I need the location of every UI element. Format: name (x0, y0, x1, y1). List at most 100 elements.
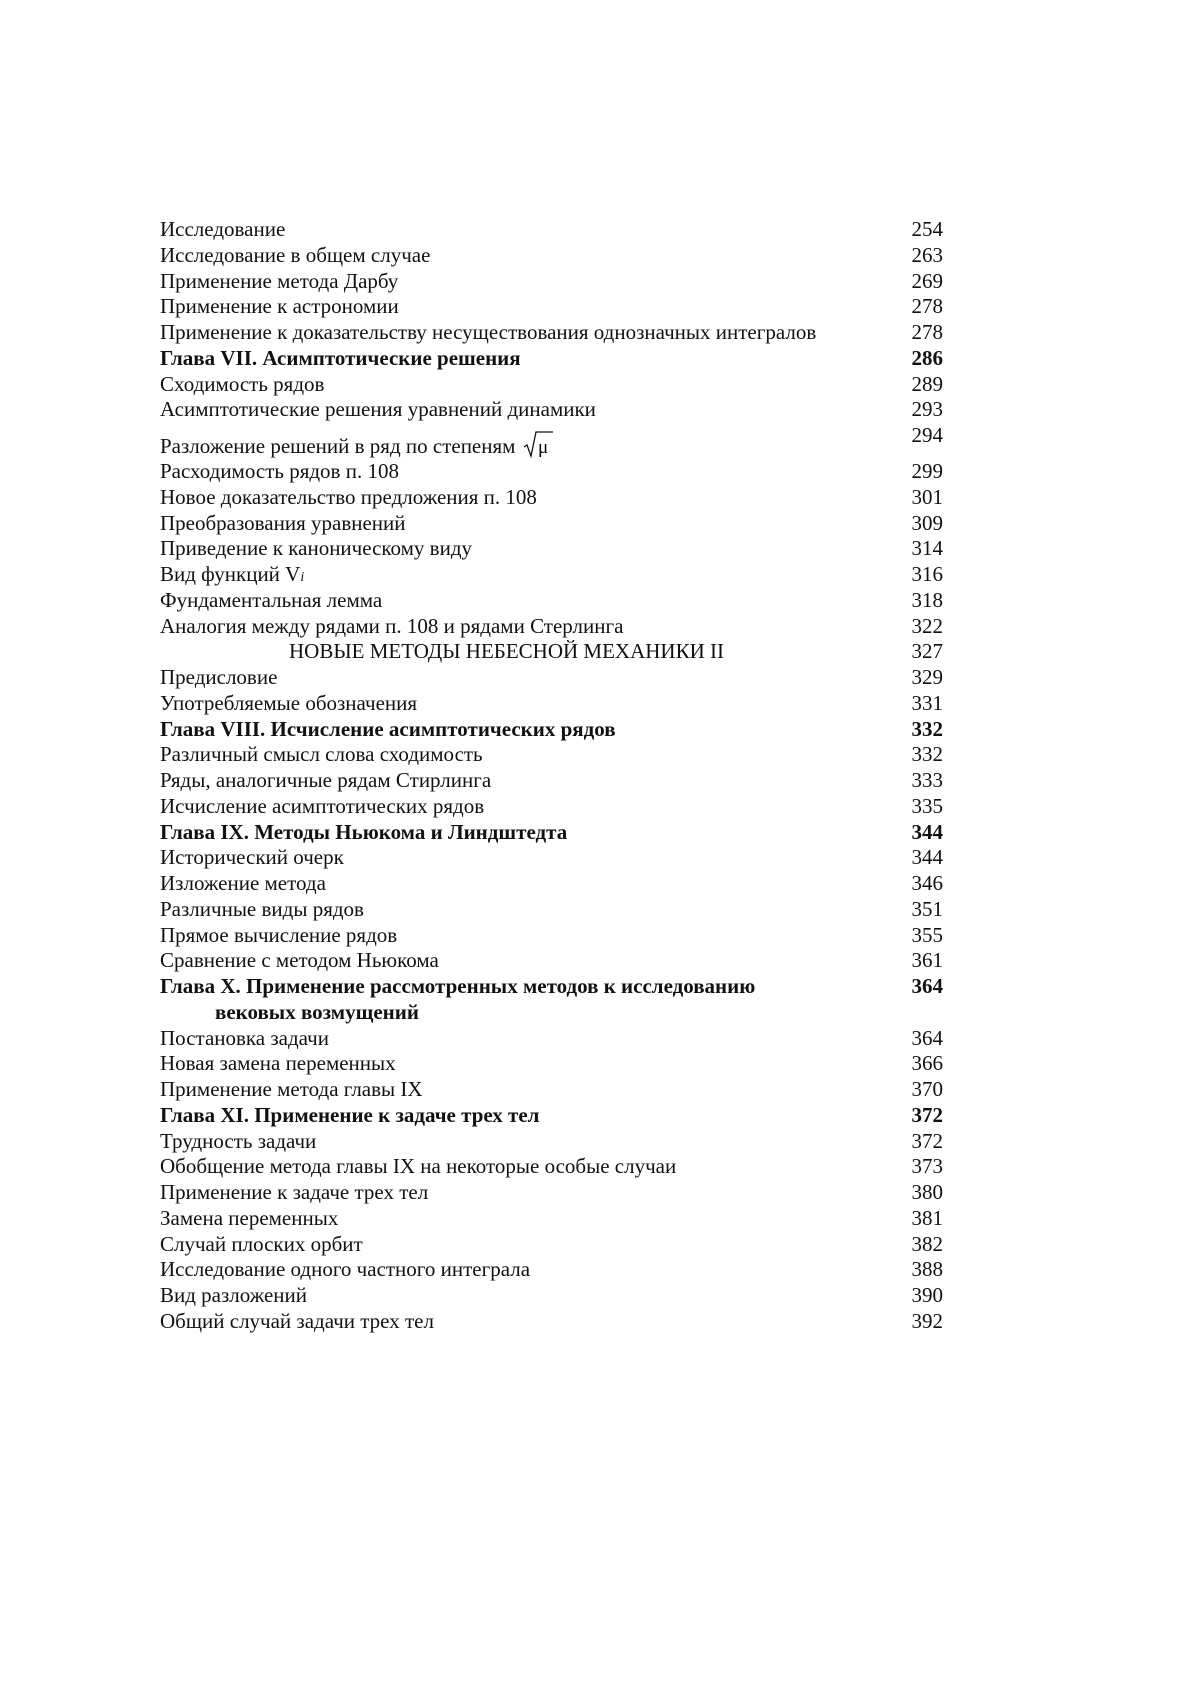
entry-title-text: Преобразования уравнений (160, 511, 406, 535)
entry-title-text: Новая замена переменных (160, 1051, 396, 1075)
page-number: 309 (912, 511, 944, 537)
entry-title-text: Применение к астрономии (160, 294, 399, 318)
entry-title: Вид функций Vi (160, 562, 304, 586)
page-number: 316 (912, 562, 944, 588)
entry-title: Приведение к каноническому виду (160, 536, 472, 560)
entry-title-text: Изложение метода (160, 871, 326, 895)
entry-title-text: Приведение к каноническому виду (160, 536, 472, 560)
entry-title: Исследование (160, 217, 285, 241)
toc-chapter-entry: Глава XI. Применение к задаче трех тел37… (160, 1103, 943, 1129)
page-number: 351 (912, 897, 944, 923)
toc-entry: Разложение решений в ряд по степенямμ294 (160, 423, 943, 459)
toc-entry: Различные виды рядов 351 (160, 897, 943, 923)
entry-title: Постановка задачи (160, 1026, 329, 1050)
toc-chapter-entry: Глава X. Применение рассмотренных методо… (160, 974, 943, 1000)
page-number: 269 (912, 269, 944, 295)
page-number: 390 (912, 1283, 944, 1309)
entry-title-text: Общий случай задачи трех тел (160, 1309, 434, 1333)
toc-entry: Асимптотические решения уравнений динами… (160, 397, 943, 423)
page-number: 372 (912, 1129, 944, 1155)
entry-title: Обобщение метода главы IX на некоторые о… (160, 1154, 676, 1178)
entry-title-text: Исследование (160, 217, 285, 241)
page-number: 382 (912, 1232, 944, 1258)
page-number: 335 (912, 794, 944, 820)
entry-title: Новая замена переменных (160, 1051, 396, 1075)
page-number: 289 (912, 372, 944, 398)
toc-entry: Случай плоских орбит382 (160, 1232, 943, 1258)
entry-title: Общий случай задачи трех тел (160, 1309, 434, 1333)
entry-title-text: Замена переменных (160, 1206, 338, 1230)
entry-title: Разложение решений в ряд по степеням μ (160, 434, 553, 458)
page-number: 329 (912, 665, 944, 691)
entry-title: Глава IX. Методы Ньюкома и Линдштедта (160, 820, 567, 844)
entry-title: Применение метода главы IX (160, 1077, 423, 1101)
toc-entry: Вид функций Vi 316 (160, 562, 943, 588)
page-number: 361 (912, 948, 944, 974)
entry-title-text: Трудность задачи (160, 1129, 316, 1153)
entry-title-text: Исчисление асимптотических рядов (160, 794, 484, 818)
entry-title: Применение к доказательству несуществова… (160, 320, 816, 344)
entry-title: Различный смысл слова сходимость (160, 742, 483, 766)
entry-title-text: Сравнение с методом Ньюкома (160, 948, 439, 972)
page-number: 278 (912, 294, 944, 320)
page-number: 373 (912, 1154, 944, 1180)
toc-entry: Вид разложений 390 (160, 1283, 943, 1309)
entry-title: Аналогия между рядами п. 108 и рядами Ст… (160, 614, 623, 638)
page-number: 314 (912, 536, 944, 562)
entry-title: Применение к астрономии (160, 294, 399, 318)
entry-title: Трудность задачи (160, 1129, 316, 1153)
entry-title-text: Глава IX. Методы Ньюкома и Линдштедта (160, 820, 567, 844)
entry-title: Сходимость рядов (160, 372, 324, 396)
entry-title-text: Различный смысл слова сходимость (160, 742, 483, 766)
entry-title-text: Различные виды рядов (160, 897, 364, 921)
page-number: 286 (912, 346, 944, 372)
entry-title-text: Применение метода Дарбу (160, 269, 398, 293)
toc-entry: Обобщение метода главы IX на некоторые о… (160, 1154, 943, 1180)
entry-title-text: Глава VII. Асимптотические решения (160, 346, 521, 370)
table-of-contents: Исследование254Исследование в общем случ… (160, 217, 943, 1335)
entry-title: Вид разложений (160, 1283, 307, 1307)
page-number: 333 (912, 768, 944, 794)
entry-title-text: Вид функций V (160, 562, 300, 586)
entry-title: Асимптотические решения уравнений динами… (160, 397, 596, 421)
entry-title: Исторический очерк (160, 845, 344, 869)
page-number: 299 (912, 459, 944, 485)
entry-title: вековых возмущений (160, 1000, 419, 1024)
entry-title: Замена переменных (160, 1206, 338, 1230)
page-number: 327 (912, 639, 944, 665)
entry-title-text: Новое доказательство предложения п. 108 (160, 485, 537, 509)
toc-entry: Употребляемые обозначения331 (160, 691, 943, 717)
entry-title-text: Применение к задаче трех тел (160, 1180, 428, 1204)
entry-title: Различные виды рядов (160, 897, 364, 921)
entry-title-text: Употребляемые обозначения (160, 691, 417, 715)
entry-title: Применение метода Дарбу (160, 269, 398, 293)
entry-title-text: Исследование одного частного интеграла (160, 1257, 530, 1281)
entry-title-text: Глава X. Применение рассмотренных методо… (160, 974, 755, 998)
page-number: 370 (912, 1077, 944, 1103)
entry-title-text: Прямое вычисление рядов (160, 923, 397, 947)
mu-symbol: μ (538, 437, 548, 458)
toc-entry: Различный смысл слова сходимость332 (160, 742, 943, 768)
entry-title-text: Аналогия между рядами п. 108 и рядами Ст… (160, 614, 623, 638)
toc-entry: Фундаментальная лемма318 (160, 588, 943, 614)
entry-title-text: вековых возмущений (215, 1000, 419, 1024)
toc-entry: Прямое вычисление рядов355 (160, 923, 943, 949)
entry-title: Исчисление асимптотических рядов (160, 794, 484, 818)
entry-title: Прямое вычисление рядов (160, 923, 397, 947)
entry-title: Глава X. Применение рассмотренных методо… (160, 974, 755, 998)
toc-entry: Новое доказательство предложения п. 1083… (160, 485, 943, 511)
page-number: 364 (912, 1026, 944, 1052)
entry-title: Преобразования уравнений (160, 511, 406, 535)
toc-entry: Аналогия между рядами п. 108 и рядами Ст… (160, 614, 943, 640)
entry-title: Исследование в общем случае (160, 243, 430, 267)
toc-entry: Ряды, аналогичные рядам Стирлинга333 (160, 768, 943, 794)
entry-title-text: Асимптотические решения уравнений динами… (160, 397, 596, 421)
page-number: 366 (912, 1051, 944, 1077)
entry-title-text: Разложение решений в ряд по степеням (160, 434, 515, 458)
entry-title-text: НОВЫЕ МЕТОДЫ НЕБЕСНОЙ МЕХАНИКИ II (289, 639, 724, 663)
toc-entry: Исследование одного частного интеграла38… (160, 1257, 943, 1283)
entry-title: Глава VII. Асимптотические решения (160, 346, 521, 370)
page-number: 318 (912, 588, 944, 614)
page-number: 372 (912, 1103, 944, 1129)
toc-entry: Новая замена переменных 366 (160, 1051, 943, 1077)
